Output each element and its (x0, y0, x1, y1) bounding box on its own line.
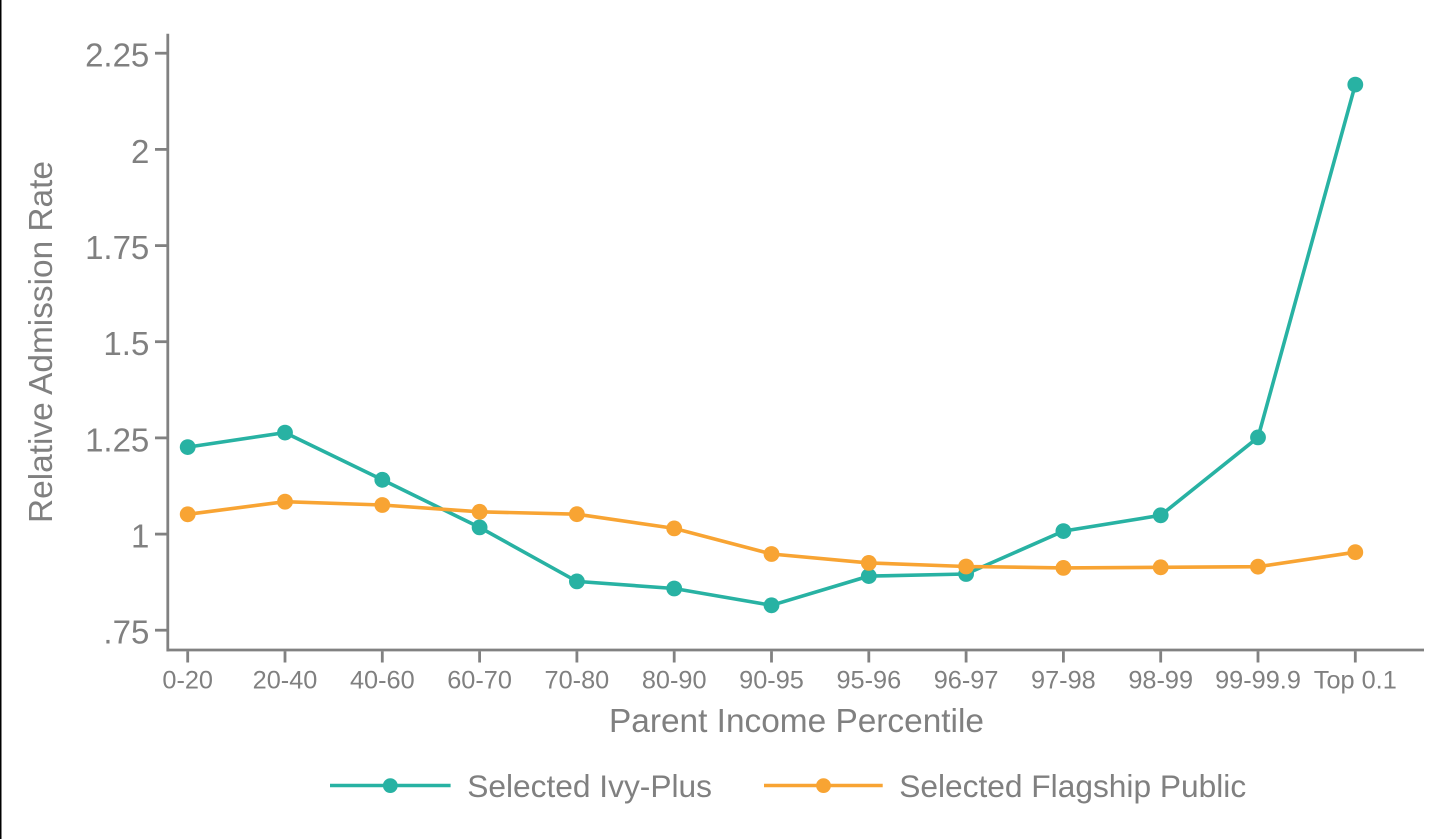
svg-text:1.25: 1.25 (85, 421, 149, 458)
svg-text:20-40: 20-40 (253, 666, 318, 694)
svg-text:Relative Admission Rate: Relative Admission Rate (23, 161, 60, 523)
svg-text:40-60: 40-60 (350, 666, 415, 694)
svg-text:95-96: 95-96 (836, 666, 901, 694)
svg-text:96-97: 96-97 (934, 666, 999, 694)
svg-text:60-70: 60-70 (447, 666, 512, 694)
svg-text:Selected Ivy-Plus: Selected Ivy-Plus (467, 768, 712, 804)
svg-text:1.75: 1.75 (85, 229, 149, 266)
svg-text:2.25: 2.25 (85, 37, 149, 74)
svg-text:Selected Flagship Public: Selected Flagship Public (899, 768, 1246, 804)
svg-text:1: 1 (131, 518, 149, 555)
svg-text:80-90: 80-90 (642, 666, 707, 694)
svg-text:70-80: 70-80 (545, 666, 610, 694)
svg-text:2: 2 (131, 133, 149, 170)
svg-text:Parent Income Percentile: Parent Income Percentile (609, 703, 984, 740)
svg-text:1.5: 1.5 (103, 325, 149, 362)
svg-text:98-99: 98-99 (1128, 666, 1193, 694)
svg-text:.75: .75 (103, 614, 149, 651)
svg-text:0-20: 0-20 (162, 666, 213, 694)
svg-text:99-99.9: 99-99.9 (1215, 666, 1301, 694)
svg-text:97-98: 97-98 (1031, 666, 1096, 694)
svg-text:90-95: 90-95 (739, 666, 804, 694)
svg-text:Top 0.1: Top 0.1 (1314, 666, 1397, 694)
